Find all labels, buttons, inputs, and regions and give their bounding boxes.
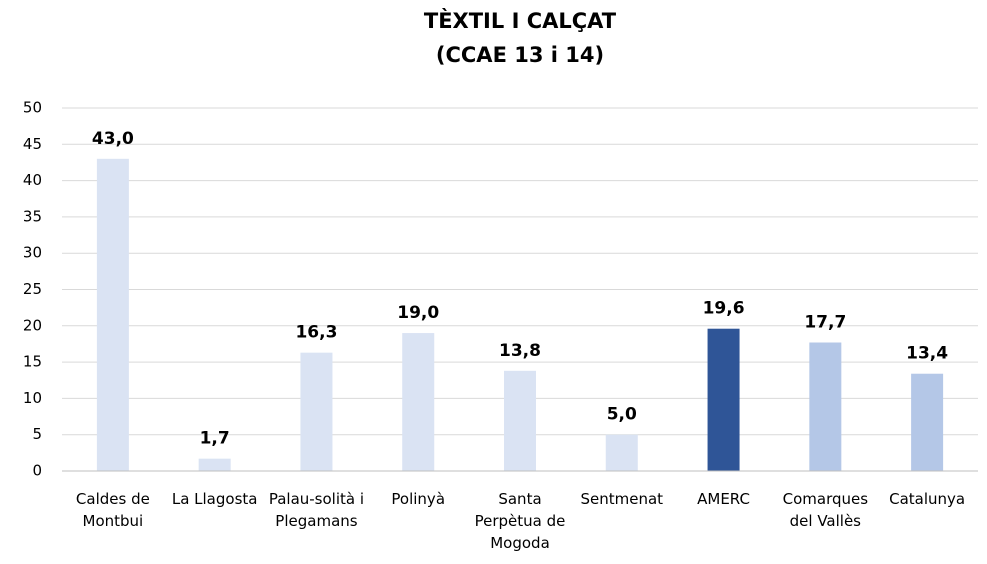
y-tick-label: 10 — [23, 389, 42, 407]
bar — [300, 352, 333, 471]
value-label: 1,7 — [200, 429, 230, 449]
chart-subtitle: (CCAE 13 i 14) — [436, 43, 604, 67]
bar — [402, 333, 435, 471]
y-tick-label: 35 — [23, 207, 42, 225]
bar — [198, 458, 231, 471]
y-tick-label: 50 — [23, 99, 42, 117]
x-tick-label: Sentmenat — [580, 490, 664, 508]
value-label: 17,7 — [804, 312, 846, 332]
x-tick-label: AMERC — [697, 490, 750, 508]
value-label: 5,0 — [607, 405, 637, 425]
x-tick-label: Polinyà — [391, 490, 446, 508]
value-label: 43,0 — [92, 129, 134, 149]
x-tick-label: Santa Perpètua de Mogoda — [474, 490, 566, 552]
bar — [96, 158, 129, 471]
y-tick-label: 5 — [32, 425, 42, 443]
x-tick-label: Comarques del Vallès — [782, 490, 869, 530]
y-tick-label: 25 — [23, 280, 42, 298]
x-tick-label: La Llagosta — [171, 490, 258, 508]
chart-title: TÈXTIL I CALÇAT — [424, 8, 617, 33]
x-tick-label: Caldes de Montbui — [75, 490, 150, 530]
value-label: 13,8 — [499, 341, 541, 361]
x-tick-label: Catalunya — [889, 490, 966, 508]
y-tick-label: 20 — [23, 316, 42, 334]
y-tick-label: 0 — [32, 462, 42, 480]
bar — [504, 370, 536, 471]
value-label: 13,4 — [906, 344, 948, 364]
bar — [911, 373, 944, 471]
value-label: 16,3 — [295, 323, 337, 343]
bar — [605, 434, 638, 471]
bar — [809, 342, 842, 471]
y-tick-label: 40 — [23, 171, 42, 189]
y-tick-label: 45 — [23, 135, 42, 153]
x-tick-label: Palau-solità i Plegamans — [268, 490, 365, 530]
value-label: 19,0 — [397, 303, 439, 323]
value-label: 19,6 — [703, 299, 745, 319]
bar — [707, 328, 740, 471]
y-tick-label: 15 — [23, 353, 42, 371]
y-tick-label: 30 — [23, 244, 42, 262]
